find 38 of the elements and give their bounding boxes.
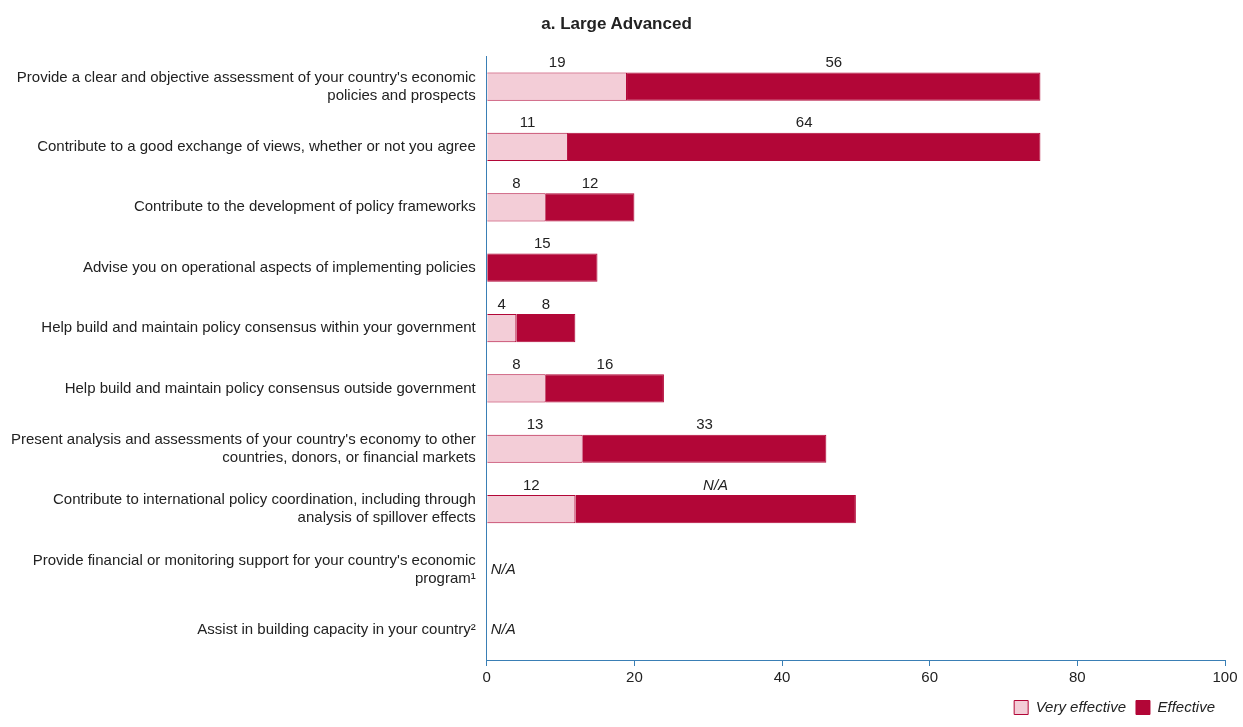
x-tick-label: 0 bbox=[482, 668, 491, 686]
y-tick-label: Advise you on operational aspects of implementing policies bbox=[83, 257, 476, 275]
data-label: 15 bbox=[534, 234, 551, 252]
y-tick-label: Assist in building capacity in your country² bbox=[197, 619, 476, 637]
data-label: 4 bbox=[497, 294, 506, 312]
data-label: 12 bbox=[581, 173, 599, 191]
data-label: 33 bbox=[696, 415, 713, 433]
data-label: 11 bbox=[519, 113, 536, 131]
data-label: 16 bbox=[596, 354, 614, 372]
data-label: 12 bbox=[522, 475, 540, 493]
data-label: 8 bbox=[512, 354, 521, 372]
data-label: 13 bbox=[526, 415, 544, 433]
data-label: N/A bbox=[703, 475, 729, 493]
bar bbox=[627, 72, 1041, 101]
y-tick-label: Contribute to a good exchange of views, whether or not you agree bbox=[37, 137, 476, 155]
data-label: 56 bbox=[825, 53, 843, 71]
legend-label: Very effective bbox=[1035, 697, 1126, 715]
x-tick-label: 40 bbox=[773, 668, 791, 686]
data-label: 8 bbox=[541, 294, 550, 312]
chart-title: a. Large Advanced bbox=[541, 13, 692, 33]
y-tick-label: Contribute to international policy coordination, including through analysis of spillover effects bbox=[52, 490, 476, 526]
y-tick-label: Contribute to the development of policy frameworks bbox=[133, 197, 476, 215]
y-tick-label: Help build and maintain policy consensus within your government bbox=[41, 318, 477, 336]
data-label: 19 bbox=[548, 53, 566, 71]
y-tick-label: Provide financial or monitoring support for your country's economic program¹ bbox=[32, 550, 477, 586]
annotation: N/A bbox=[490, 619, 516, 637]
data-label: 8 bbox=[512, 173, 521, 191]
data-label: 64 bbox=[795, 113, 813, 131]
x-tick-label: 20 bbox=[626, 668, 643, 686]
x-tick-label: 100 bbox=[1212, 668, 1238, 686]
y-tick-label: Provide a clear and objective assessment of your country's economic policies and prospects bbox=[16, 67, 477, 103]
annotation: N/A bbox=[490, 559, 516, 577]
y-tick-label: Present analysis and assessments of your country's economy to other countries, donors, or financial markets bbox=[10, 429, 476, 465]
x-tick-label: 80 bbox=[1069, 668, 1086, 686]
y-tick-label: Help build and maintain policy consensus outside government bbox=[64, 378, 477, 396]
x-tick-label: 60 bbox=[921, 668, 939, 686]
legend-label: Effective bbox=[1157, 697, 1216, 715]
bar bbox=[487, 253, 598, 282]
